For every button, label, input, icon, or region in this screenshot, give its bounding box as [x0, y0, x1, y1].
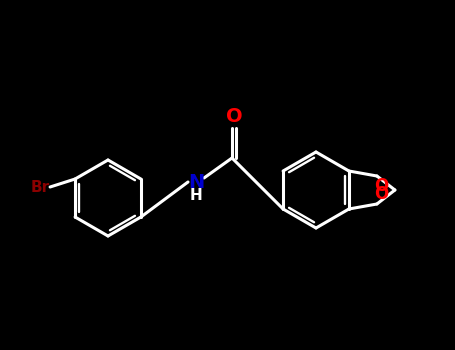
Text: O: O — [226, 106, 243, 126]
Text: O: O — [374, 185, 388, 203]
Text: Br: Br — [30, 180, 50, 195]
Text: H: H — [190, 188, 202, 203]
Text: N: N — [188, 173, 204, 191]
Text: O: O — [374, 177, 388, 195]
